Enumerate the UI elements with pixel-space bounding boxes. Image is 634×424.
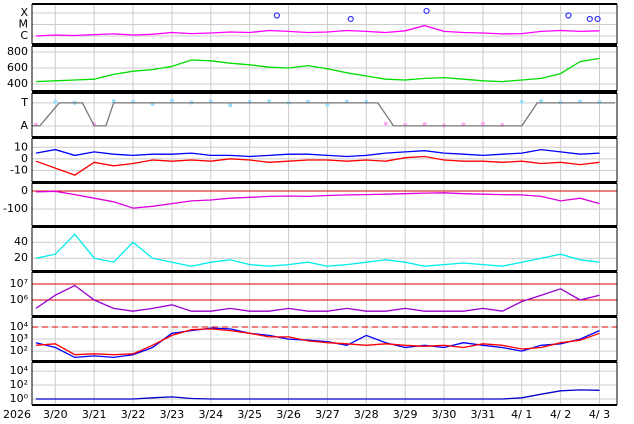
data-point [111, 99, 116, 104]
flare-marker [423, 7, 430, 15]
series-line [35, 389, 600, 400]
x-tick-label: 3/29 [393, 408, 418, 421]
data-point [422, 122, 427, 127]
flare-marker [273, 12, 280, 19]
series-line [35, 24, 600, 37]
y-tick-label: -100 [3, 202, 28, 215]
data-point [519, 99, 524, 104]
x-tick-label: 3/24 [198, 408, 223, 421]
x-tick-label: 4/ 1 [511, 408, 532, 421]
y-tick-label: 10³ [10, 332, 28, 345]
y-tick-label: 10² [10, 378, 28, 391]
data-point [267, 99, 272, 104]
y-tick-label: 10⁶ [10, 293, 29, 306]
y-tick-label: -10 [10, 163, 28, 176]
flare-marker [565, 12, 572, 19]
x-tick-label: 3/31 [471, 408, 496, 421]
y-tick-label: 10 [14, 140, 28, 153]
y-tick-label: A [20, 119, 28, 132]
data-point [53, 99, 58, 104]
x-tick-label: 4/ 3 [589, 408, 610, 421]
series-line [35, 57, 600, 83]
series-line [35, 328, 600, 356]
data-point [169, 98, 174, 103]
y-tick-label: 20 [14, 251, 28, 264]
data-point [480, 121, 485, 126]
y-tick-label: 0 [21, 152, 28, 165]
series-line [35, 233, 600, 267]
data-point [383, 121, 388, 126]
y-tick-label: 10⁴ [10, 364, 29, 377]
y-tick-label: M [19, 17, 29, 30]
data-point [539, 99, 544, 104]
y-tick-label: C [20, 29, 28, 42]
flare-marker [347, 15, 354, 23]
y-tick-label: 0 [21, 184, 28, 197]
x-tick-label: 3/20 [43, 408, 68, 421]
series-line [35, 327, 600, 359]
data-point [228, 103, 233, 108]
y-tick-label: 10⁰ [10, 392, 29, 405]
x-tick-label: 4/ 2 [550, 408, 571, 421]
x-tick-label: 3/23 [160, 408, 185, 421]
year-label: 2026 [3, 408, 31, 421]
x-tick-label: 3/30 [432, 408, 457, 421]
x-tick-label: 3/25 [237, 408, 262, 421]
x-tick-label: 3/22 [121, 408, 146, 421]
y-tick-label: 800 [7, 45, 28, 58]
y-tick-label: 400 [7, 77, 28, 90]
x-tick-label: 3/27 [315, 408, 340, 421]
y-tick-label: 10² [10, 344, 28, 357]
y-tick-label: 10⁷ [10, 277, 28, 290]
flare-marker [594, 15, 601, 23]
y-tick-label: 10⁴ [10, 320, 29, 333]
y-tick-label: 40 [14, 235, 28, 248]
series-line [35, 190, 600, 209]
flare-marker [586, 15, 593, 23]
x-tick-label: 3/21 [82, 408, 107, 421]
series-line [35, 148, 600, 158]
y-tick-label: X [20, 6, 28, 19]
series-line [35, 155, 600, 176]
y-tick-label: T [20, 96, 28, 109]
x-tick-label: 3/26 [276, 408, 301, 421]
series-line [35, 284, 600, 312]
y-tick-label: 600 [7, 61, 28, 74]
data-point [325, 102, 330, 107]
series-line [32, 102, 616, 127]
x-tick-label: 3/28 [354, 408, 379, 421]
